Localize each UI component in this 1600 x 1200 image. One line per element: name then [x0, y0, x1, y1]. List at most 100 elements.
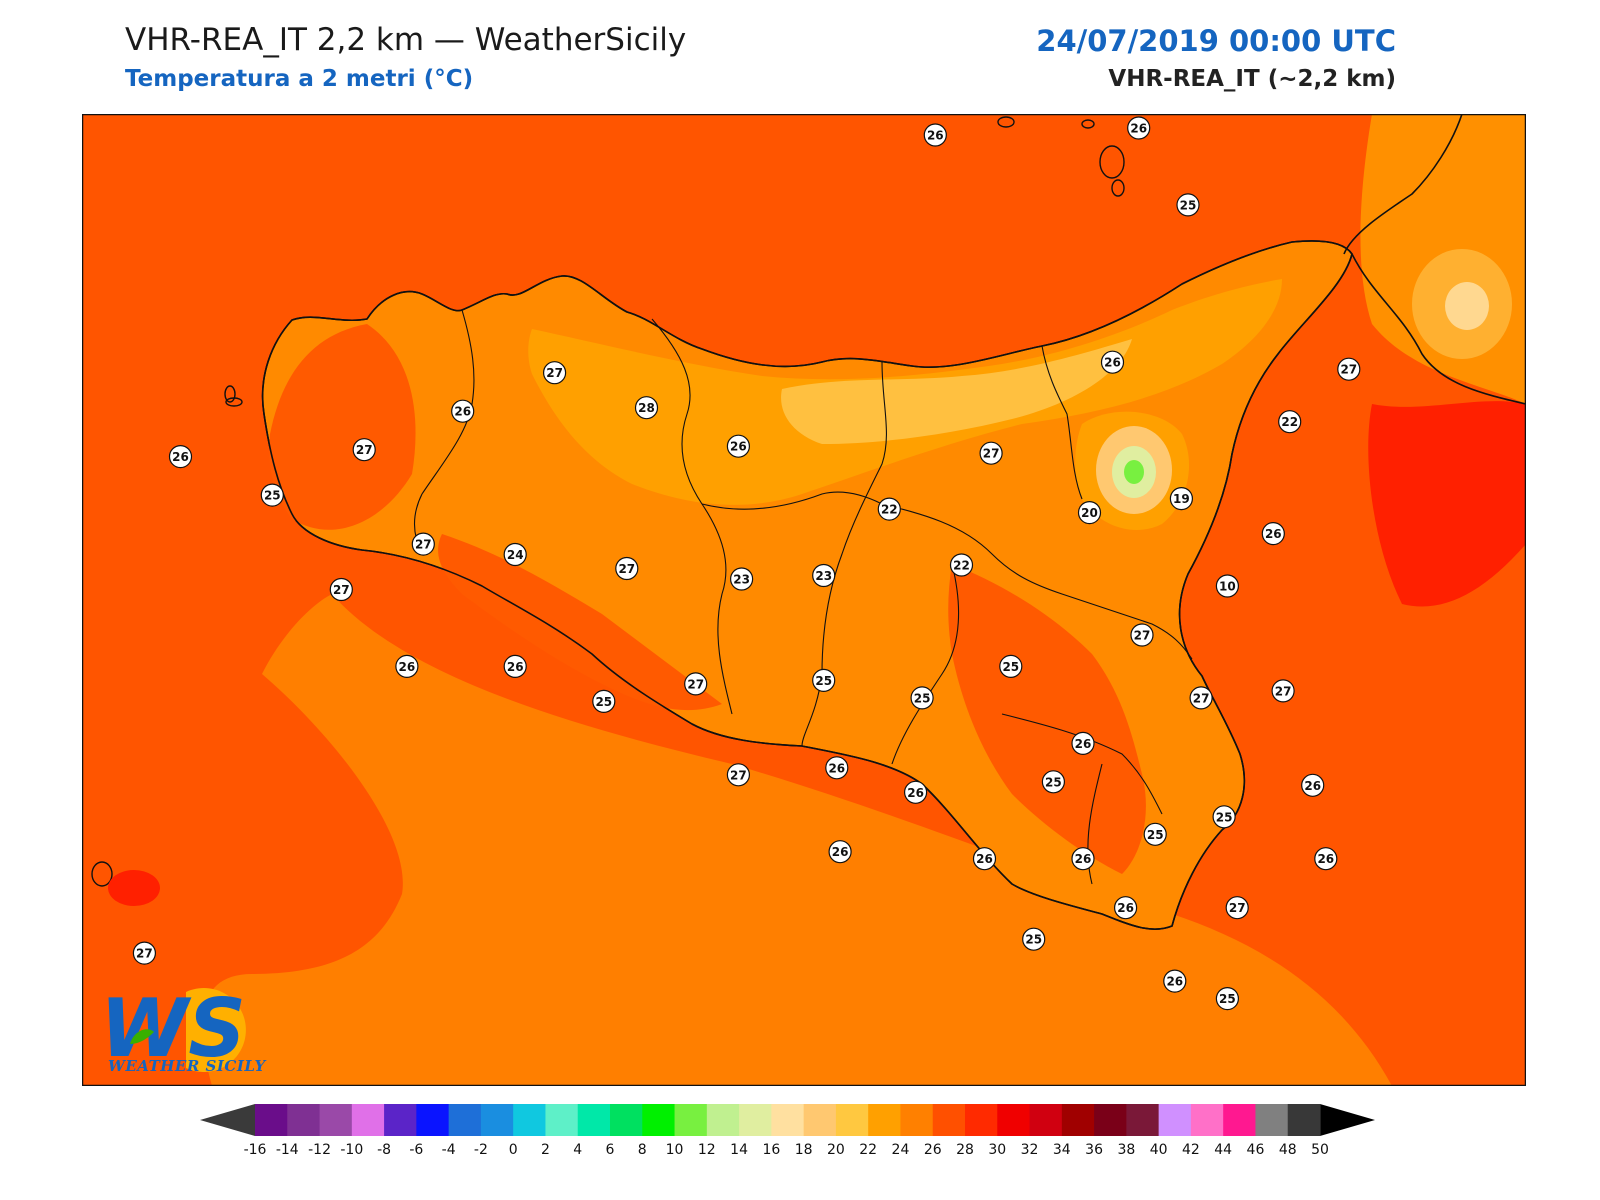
- colorbar-tick-label: -2: [474, 1142, 488, 1158]
- station-circle: [999, 654, 1023, 679]
- station-marker: 26: [1071, 731, 1095, 756]
- colorbar-tick-label: -12: [308, 1142, 331, 1158]
- station-marker: 23: [729, 567, 754, 591]
- station-circle: [395, 654, 419, 679]
- station-circle: [979, 441, 1003, 465]
- colorbar-tick-label: -4: [442, 1142, 456, 1158]
- colorbar-tick-label: 22: [859, 1142, 877, 1158]
- southwest-hot-field: [438, 534, 722, 711]
- station-marker: 26: [923, 123, 947, 147]
- station-marker: 26: [168, 445, 193, 469]
- colorbar-cell: [1158, 1104, 1192, 1136]
- station-circle: [592, 689, 616, 714]
- station-circle: [1212, 805, 1236, 829]
- station-marker: 27: [1189, 686, 1213, 710]
- colorbar-cell: [255, 1104, 288, 1136]
- station-circle: [503, 542, 527, 567]
- colorbar-cell: [932, 1104, 966, 1136]
- colorbar-cell: [1094, 1104, 1127, 1136]
- station-marker: 26: [1301, 773, 1325, 797]
- colorbar-cell: [448, 1104, 482, 1136]
- station-circle: [132, 941, 157, 965]
- station-circle: [634, 396, 659, 420]
- station-marker: 25: [1022, 927, 1046, 951]
- station-marker: 25: [592, 689, 616, 714]
- colorbar-tick-label: 16: [762, 1142, 780, 1158]
- station-circle: [1163, 969, 1187, 993]
- station-marker: 22: [877, 497, 901, 521]
- station-circle: [949, 553, 974, 577]
- station-marker: 24: [503, 542, 527, 567]
- west-hot-field: [269, 324, 416, 530]
- logo-leaf-icon: [130, 1029, 154, 1044]
- station-circle: [1100, 350, 1125, 374]
- station-value: 26: [1075, 737, 1092, 751]
- colorbar-cell: [513, 1104, 547, 1136]
- station-marker: 25: [1176, 193, 1200, 217]
- station-circle: [1301, 773, 1325, 797]
- colorbar-cell: [900, 1104, 934, 1136]
- colorbar-ticks: -16 -14 -12 -10 -8 -6 -4 -2 0 2 4 6 8 10 12 14 16 18 20 22 2…: [244, 1142, 1329, 1158]
- province-borders: [414, 309, 1193, 885]
- station-circle: [1041, 770, 1066, 794]
- station-marker: 27: [1271, 679, 1295, 703]
- colorbar-cell: [1255, 1104, 1289, 1136]
- valid-datetime: 24/07/2019 00:00 UTC: [1036, 24, 1396, 58]
- weathersicily-logo: WS: [100, 982, 246, 1075]
- station-circle: [503, 654, 527, 679]
- station-circle: [451, 399, 475, 423]
- colorbar-tick-label: 40: [1150, 1142, 1168, 1158]
- station-circle: [1143, 822, 1167, 846]
- colorbar-tick-label: 36: [1085, 1142, 1103, 1158]
- station-marker: 26: [825, 756, 849, 780]
- station-circle: [1022, 927, 1046, 951]
- station-value: 26: [832, 845, 849, 859]
- calabria-cold-core: [1445, 282, 1489, 330]
- colorbar-cell: [1223, 1104, 1257, 1136]
- station-value: 27: [136, 947, 153, 961]
- station-value: 28: [638, 401, 655, 415]
- station-circle: [726, 763, 751, 787]
- station-circle: [1130, 623, 1154, 647]
- model-label: VHR-REA_IT (~2,2 km): [1108, 66, 1396, 92]
- colorbar-tick-label: -14: [276, 1142, 299, 1158]
- station-value: 26: [1130, 122, 1147, 136]
- station-circle: [1127, 116, 1151, 140]
- station-marker: 27: [543, 361, 567, 385]
- station-circle: [812, 668, 836, 693]
- station-value: 26: [976, 852, 993, 866]
- station-marker: 28: [634, 396, 659, 420]
- colorbar-cell: [287, 1104, 321, 1136]
- station-marker: 20: [1077, 501, 1102, 525]
- station-marker: 26: [395, 654, 419, 679]
- station-value: 22: [953, 559, 970, 573]
- station-marker: 10: [1215, 574, 1240, 598]
- north-cool-field: [781, 339, 1132, 444]
- station-marker: 25: [1212, 805, 1236, 829]
- colorbar-tick-label: 44: [1214, 1142, 1232, 1158]
- colorbar-tick-label: 24: [892, 1142, 910, 1158]
- colorbar-cell: [771, 1104, 805, 1136]
- sicily-coastline: [261, 240, 1353, 930]
- station-value: 23: [815, 569, 832, 583]
- colorbar-cell: [1190, 1104, 1224, 1136]
- station-marker: 27: [329, 577, 353, 602]
- station-circle: [812, 563, 836, 588]
- map-frame: [82, 114, 1526, 1086]
- colorbar-tick-label: 32: [1021, 1142, 1039, 1158]
- station-circle: [1077, 501, 1102, 525]
- station-circle: [972, 847, 997, 871]
- station-value: 26: [1304, 779, 1321, 793]
- station-marker: 26: [1127, 116, 1151, 140]
- colorbar-tick-label: 14: [730, 1142, 748, 1158]
- station-circle: [726, 434, 751, 458]
- station-marker: 27: [1130, 623, 1154, 647]
- colorbar-tick-label: 6: [606, 1142, 615, 1158]
- station-value: 22: [1281, 415, 1298, 429]
- station-value: 26: [1317, 852, 1334, 866]
- station-value: 26: [730, 440, 747, 454]
- colorbar-cell: [835, 1104, 869, 1136]
- station-marker: 27: [684, 672, 708, 696]
- calabria-hot-field: [1368, 401, 1526, 607]
- colorbar-cell: [545, 1104, 579, 1136]
